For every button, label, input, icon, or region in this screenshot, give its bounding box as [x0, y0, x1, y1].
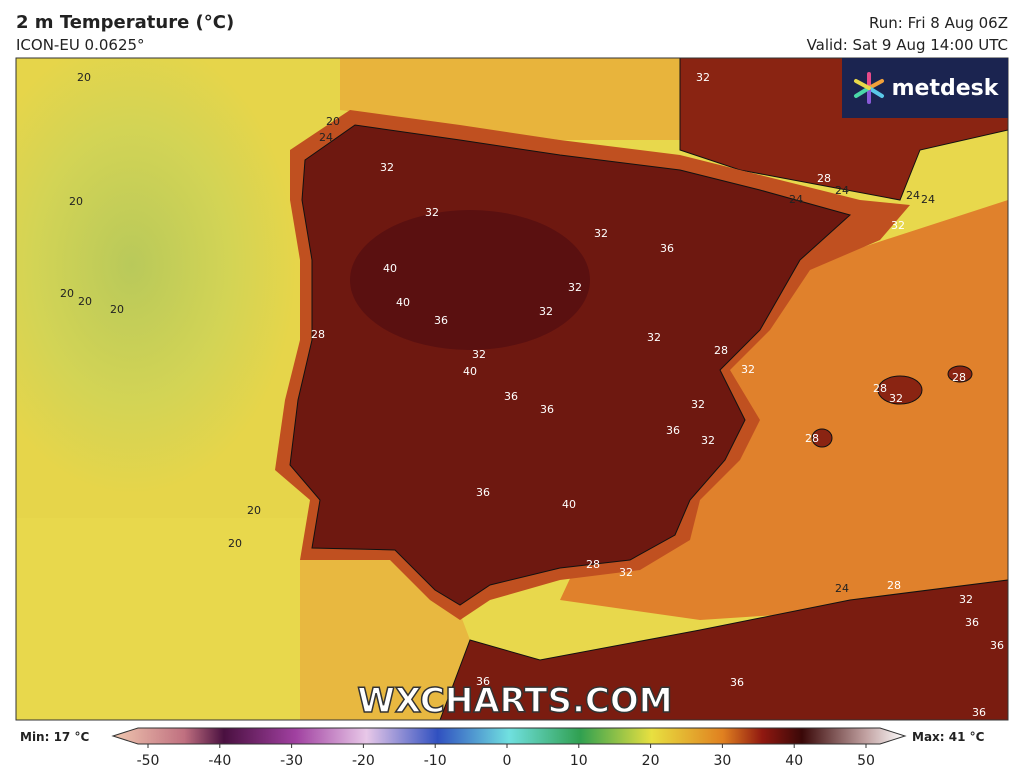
mallorca — [877, 375, 923, 405]
logo: metdesk — [842, 58, 1008, 118]
logo-icon — [853, 72, 884, 104]
contour-label: 36 — [972, 706, 986, 719]
menorca — [947, 365, 973, 383]
contour-label: 28 — [873, 382, 887, 395]
contour-label: 28 — [714, 344, 728, 357]
ibiza — [811, 428, 833, 448]
contour-label: 40 — [562, 498, 576, 511]
colorbar-tick-label: -50 — [137, 753, 160, 769]
contour-label: 28 — [311, 328, 325, 341]
contour-label: 24 — [835, 582, 849, 595]
contour-label: 20 — [247, 504, 261, 517]
contour-label: 20 — [326, 115, 340, 128]
contour-label: 24 — [319, 131, 333, 144]
colorbar-tick-label: -20 — [352, 753, 375, 769]
contour-label: 32 — [425, 206, 439, 219]
contour-label: 36 — [476, 486, 490, 499]
contour-label: 24 — [921, 193, 935, 206]
contour-label: 24 — [906, 189, 920, 202]
colorbar-tick-label: 40 — [785, 753, 803, 769]
contour-label: 20 — [110, 303, 124, 316]
contour-label: 32 — [619, 566, 633, 579]
contour-label: 32 — [594, 227, 608, 240]
contour-label: 36 — [660, 242, 674, 255]
contour-label: 20 — [60, 287, 74, 300]
colorbar-tick-label: -30 — [280, 753, 303, 769]
colorbar — [111, 727, 907, 745]
valid-time: Valid: Sat 9 Aug 14:00 UTC — [806, 36, 1008, 54]
colorbar-tick-label: 10 — [570, 753, 588, 769]
watermark: WXCHARTS.COM — [357, 681, 672, 721]
max-value: Max: 41 °C — [912, 730, 985, 744]
contour-label: 32 — [691, 398, 705, 411]
meseta — [350, 210, 590, 350]
contour-label: 28 — [817, 172, 831, 185]
contour-label: 20 — [228, 537, 242, 550]
contour-label: 36 — [434, 314, 448, 327]
contour-label: 32 — [380, 161, 394, 174]
colorbar-tick-label: 30 — [713, 753, 731, 769]
contour-label: 20 — [69, 195, 83, 208]
colorbar-tick-label: 0 — [503, 753, 512, 769]
contour-label: 32 — [959, 593, 973, 606]
colorbar-tick-label: 20 — [642, 753, 660, 769]
contour-label: 36 — [990, 639, 1004, 652]
map-frame — [15, 57, 1009, 721]
contour-label: 28 — [952, 371, 966, 384]
contour-label: 28 — [805, 432, 819, 445]
contour-label: 36 — [730, 676, 744, 689]
min-value: Min: 17 °C — [20, 730, 90, 744]
contour-label: 24 — [835, 184, 849, 197]
contour-label: 32 — [568, 281, 582, 294]
contour-label: 36 — [965, 616, 979, 629]
colorbar-tick-label: -10 — [424, 753, 447, 769]
gulf-cadiz — [300, 560, 470, 720]
colorbar-tick-label: -40 — [208, 753, 231, 769]
contour-label: 36 — [540, 403, 554, 416]
contour-label: 40 — [463, 365, 477, 378]
contour-label: 32 — [701, 434, 715, 447]
contour-label: 36 — [504, 390, 518, 403]
contour-label: 28 — [887, 579, 901, 592]
colorbar-tick-label: 50 — [857, 753, 875, 769]
contour-label: 40 — [383, 262, 397, 275]
contour-label: 32 — [891, 219, 905, 232]
contour-label: 32 — [741, 363, 755, 376]
contour-label: 32 — [647, 331, 661, 344]
contour-label: 32 — [472, 348, 486, 361]
contour-label: 28 — [586, 558, 600, 571]
contour-label: 32 — [539, 305, 553, 318]
contour-label: 36 — [476, 675, 490, 688]
contour-label: 32 — [889, 392, 903, 405]
contour-label: 24 — [789, 193, 803, 206]
subtitle: ICON-EU 0.0625° — [16, 36, 145, 54]
biscay — [340, 58, 680, 140]
contour-label: 40 — [396, 296, 410, 309]
contour-label: 36 — [666, 424, 680, 437]
contour-label: 20 — [77, 71, 91, 84]
run-time: Run: Fri 8 Aug 06Z — [869, 14, 1008, 32]
contour-label: 20 — [78, 295, 92, 308]
logo-text: metdesk — [891, 75, 999, 101]
title: 2 m Temperature (°C) — [16, 12, 235, 33]
contour-label: 32 — [696, 71, 710, 84]
